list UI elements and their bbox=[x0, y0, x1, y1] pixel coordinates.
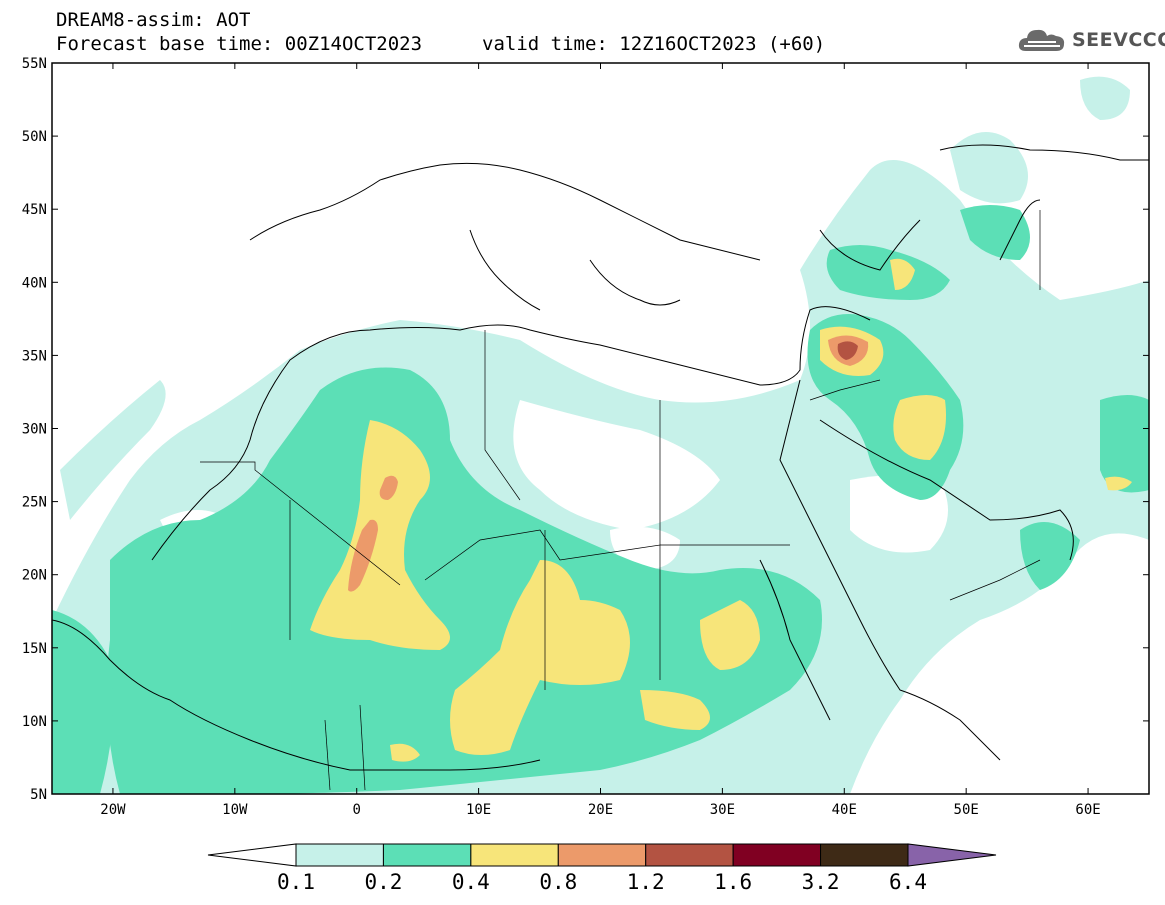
lon-tick-label: 10W bbox=[222, 802, 248, 818]
aot-shading bbox=[52, 76, 1149, 794]
aot-band-1.2 bbox=[837, 341, 858, 360]
lon-tick-label: 40E bbox=[832, 802, 857, 818]
colorbar-swatch bbox=[295, 843, 384, 867]
cloud-icon bbox=[1018, 29, 1065, 51]
colorbar-label: 1.6 bbox=[714, 870, 753, 894]
lat-tick-label: 35N bbox=[22, 348, 47, 364]
colorbar-swatch bbox=[470, 843, 559, 867]
model-title: DREAM8-assim: AOT bbox=[56, 9, 251, 31]
colorbar-label: 3.2 bbox=[801, 870, 840, 894]
lon-tick-label: 50E bbox=[954, 802, 979, 818]
colorbar-label: 1.2 bbox=[626, 870, 665, 894]
colorbar-low-triangle bbox=[207, 843, 297, 867]
logo-text: SEEVCCC bbox=[1072, 29, 1165, 51]
colorbar-label: 0.1 bbox=[277, 870, 315, 894]
lat-tick-label: 25N bbox=[22, 495, 47, 511]
lat-tick-label: 55N bbox=[22, 56, 47, 72]
longitude-axis: 20W 10W 0 10E 20E 30E 40E 50E 60E bbox=[100, 63, 1101, 818]
valid-time: valid time: 12Z16OCT2023 (+60) bbox=[482, 33, 826, 55]
colorbar-swatch bbox=[732, 843, 822, 867]
colorbar-high-triangle bbox=[907, 843, 997, 867]
lat-tick-label: 10N bbox=[22, 714, 47, 730]
colorbar-swatch bbox=[557, 843, 647, 867]
lon-tick-label: 0 bbox=[353, 802, 361, 818]
colorbar-label: 6.4 bbox=[889, 870, 927, 894]
lon-tick-label: 60E bbox=[1075, 802, 1100, 818]
lat-tick-label: 45N bbox=[22, 202, 47, 218]
colorbar-label: 0.4 bbox=[451, 870, 490, 894]
lat-tick-label: 30N bbox=[22, 422, 47, 438]
colorbar-label: 0.8 bbox=[539, 870, 578, 894]
lon-tick-label: 20W bbox=[100, 802, 126, 818]
lon-tick-label: 30E bbox=[710, 802, 735, 818]
seevccc-logo: SEEVCCC bbox=[1016, 22, 1165, 58]
lon-tick-label: 10E bbox=[466, 802, 491, 818]
lat-tick-label: 15N bbox=[22, 641, 47, 657]
latitude-axis: 55N 50N 45N 40N 35N 30N 25N 20N 15N 10N 5N bbox=[22, 56, 1149, 803]
lat-tick-label: 50N bbox=[22, 129, 47, 145]
country-borders bbox=[200, 210, 1041, 791]
lat-tick-label: 5N bbox=[30, 787, 47, 803]
coastlines bbox=[52, 144, 1149, 771]
colorbar-swatch bbox=[645, 843, 734, 867]
colorbar bbox=[207, 843, 997, 867]
colorbar-label: 0.2 bbox=[364, 870, 403, 894]
lat-tick-label: 40N bbox=[22, 275, 47, 291]
lat-tick-label: 20N bbox=[22, 568, 47, 584]
colorbar-swatch bbox=[382, 843, 472, 867]
forecast-base-time: Forecast base time: 00Z14OCT2023 bbox=[56, 33, 423, 55]
lon-tick-label: 20E bbox=[588, 802, 613, 818]
colorbar-swatch bbox=[820, 843, 909, 867]
